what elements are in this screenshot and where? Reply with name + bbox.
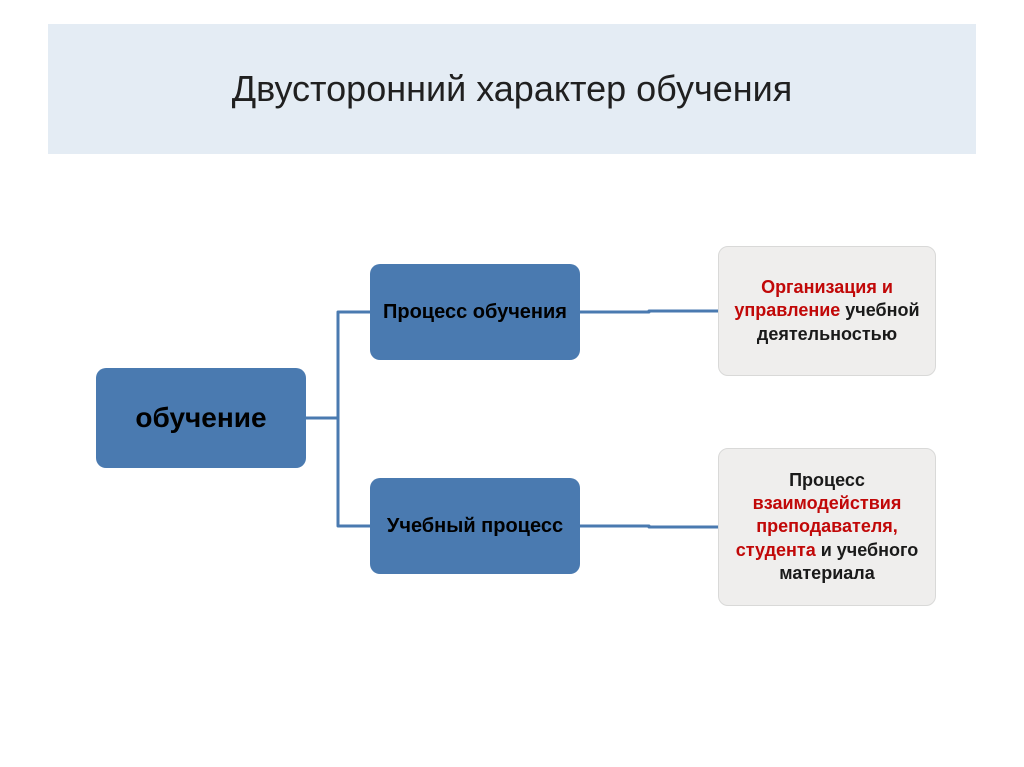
branch-node-process-teaching: Процесс обучения [370,264,580,360]
leaf-node-organization: Организация и управление учебной деятель… [718,246,936,376]
leaf-text: Процесс взаимодействия преподавателя, ст… [731,469,923,586]
tree-diagram: обучение Процесс обучения Учебный процес… [0,0,1024,767]
root-node: обучение [96,368,306,468]
leaf-text: Организация и управление учебной деятель… [731,276,923,346]
branch-label: Процесс обучения [383,300,567,325]
branch-node-study-process: Учебный процесс [370,478,580,574]
branch-label: Учебный процесс [387,514,563,539]
root-label: обучение [135,402,266,434]
leaf-node-interaction: Процесс взаимодействия преподавателя, ст… [718,448,936,606]
